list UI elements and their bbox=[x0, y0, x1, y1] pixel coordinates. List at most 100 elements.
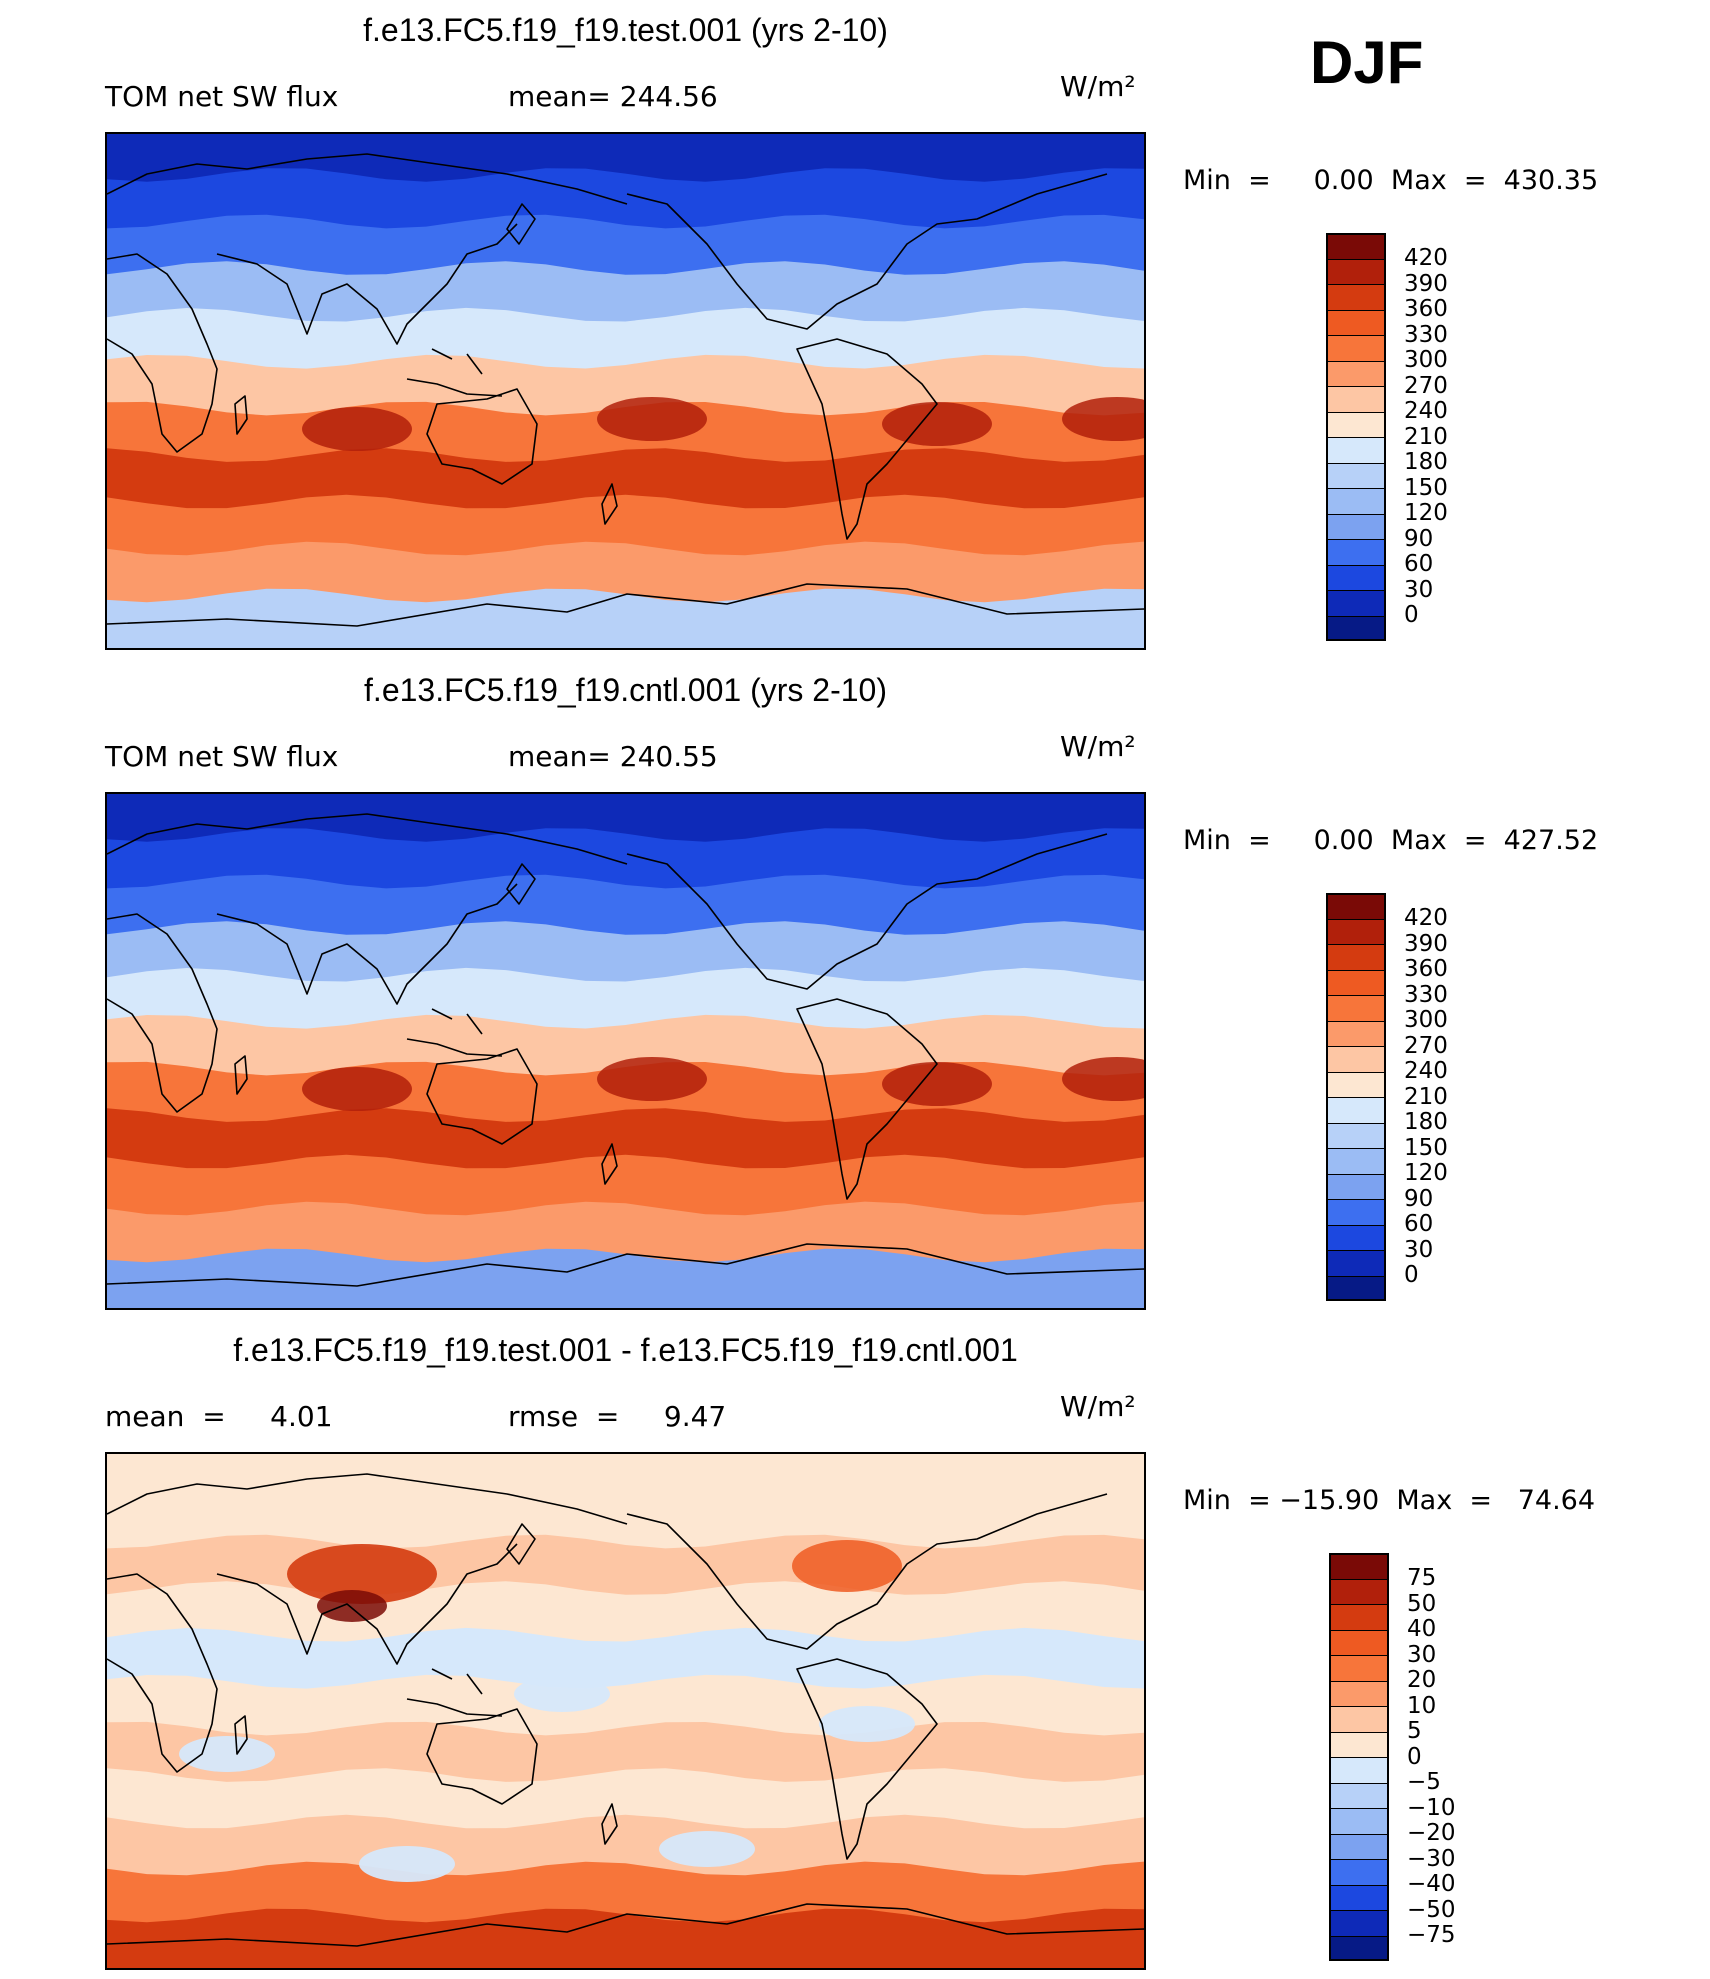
colorbar-tick-label: 240 bbox=[1404, 398, 1448, 424]
colorbar-tick-label: 60 bbox=[1404, 1211, 1434, 1237]
colorbar-swatch bbox=[1326, 1020, 1386, 1046]
colorbar-tick-label: −40 bbox=[1407, 1871, 1456, 1897]
colorbar-swatch bbox=[1326, 1148, 1386, 1174]
colorbar-tick-label: 420 bbox=[1404, 905, 1448, 931]
colorbar-swatch bbox=[1326, 1199, 1386, 1225]
colorbar-swatch bbox=[1329, 1884, 1389, 1910]
colorbar-tick-label: 300 bbox=[1404, 1007, 1448, 1033]
colorbar-swatch bbox=[1329, 1859, 1389, 1885]
colorbar-swatch bbox=[1326, 590, 1386, 616]
colorbar-tick-label: 360 bbox=[1404, 296, 1448, 322]
colorbar-swatch bbox=[1326, 539, 1386, 565]
panel-3-units: W/m² bbox=[1060, 1390, 1136, 1423]
colorbar-swatch bbox=[1326, 335, 1386, 361]
colorbar-tick-label: 50 bbox=[1407, 1590, 1437, 1617]
colorbar-swatch bbox=[1326, 944, 1386, 970]
colorbar-tick-label: 300 bbox=[1404, 347, 1448, 373]
colorbar-tick-label: 270 bbox=[1404, 1032, 1448, 1059]
colorbar-swatch bbox=[1326, 615, 1386, 641]
colorbar-tick-label: 60 bbox=[1404, 551, 1434, 577]
colorbar-tick-label: 40 bbox=[1407, 1616, 1437, 1642]
colorbar-tick-label: 360 bbox=[1404, 956, 1448, 982]
colorbar-swatch bbox=[1326, 488, 1386, 514]
colorbar-tick-label: 10 bbox=[1407, 1692, 1437, 1719]
colorbar-swatch bbox=[1329, 1910, 1389, 1936]
colorbar-swatch bbox=[1329, 1757, 1389, 1783]
colorbar-swatch bbox=[1326, 969, 1386, 995]
colorbar-swatch bbox=[1326, 918, 1386, 944]
colorbar-swatch bbox=[1329, 1833, 1389, 1859]
colorbar-tick-label: −5 bbox=[1407, 1769, 1441, 1795]
colorbar-tick-label: 150 bbox=[1404, 474, 1448, 501]
colorbar-tick-label: −30 bbox=[1407, 1845, 1456, 1872]
colorbar-swatch bbox=[1326, 386, 1386, 412]
panel-1-variable-label: TOM net SW flux bbox=[105, 80, 339, 113]
colorbar-tick-label: −50 bbox=[1407, 1896, 1456, 1923]
panel-2-minmax: Min = 0.00 Max = 427.52 bbox=[1183, 825, 1599, 856]
colorbar-tick-label: −10 bbox=[1407, 1794, 1456, 1821]
panel-1-minmax: Min = 0.00 Max = 430.35 bbox=[1183, 165, 1599, 196]
colorbar-tick-label: 90 bbox=[1404, 525, 1434, 552]
colorbar-swatch bbox=[1326, 1250, 1386, 1276]
panel-3-map bbox=[105, 1452, 1146, 1970]
colorbar-tick-label: 120 bbox=[1404, 500, 1448, 526]
panel-2-title: f.e13.FC5.f19_f19.cntl.001 (yrs 2-10) bbox=[364, 672, 887, 708]
colorbar-swatch bbox=[1329, 1553, 1389, 1579]
colorbar-tick-label: 75 bbox=[1407, 1565, 1437, 1591]
colorbar-tick-label: 210 bbox=[1404, 423, 1448, 450]
colorbar-tick-label: 420 bbox=[1404, 245, 1448, 271]
panel-2-contour-field bbox=[107, 794, 1144, 1308]
colorbar-tick-label: 180 bbox=[1404, 449, 1448, 475]
colorbar-tick-label: 5 bbox=[1407, 1718, 1422, 1744]
panel-1-contour-field bbox=[107, 134, 1144, 648]
colorbar-swatch bbox=[1326, 360, 1386, 386]
colorbar-swatch bbox=[1326, 1224, 1386, 1250]
colorbar-swatch bbox=[1329, 1731, 1389, 1757]
colorbar-tick-label: 30 bbox=[1404, 576, 1434, 603]
colorbar-swatch bbox=[1329, 1655, 1389, 1681]
colorbar-swatch bbox=[1329, 1808, 1389, 1834]
colorbar-swatch bbox=[1329, 1578, 1389, 1604]
colorbar-swatch bbox=[1326, 1097, 1386, 1123]
colorbar-tick-label: 0 bbox=[1404, 1262, 1419, 1288]
colorbar-swatch bbox=[1329, 1935, 1389, 1961]
colorbar-swatch bbox=[1326, 411, 1386, 437]
colorbar-tick-label: 150 bbox=[1404, 1134, 1448, 1161]
colorbar-tick-label: 270 bbox=[1404, 372, 1448, 399]
colorbar-swatch bbox=[1326, 309, 1386, 335]
colorbar-tick-label: 30 bbox=[1404, 1236, 1434, 1263]
colorbar-tick-label: 120 bbox=[1404, 1160, 1448, 1186]
panel-2-map bbox=[105, 792, 1146, 1310]
colorbar-tick-label: −75 bbox=[1407, 1922, 1456, 1948]
colorbar-tick-label: −20 bbox=[1407, 1820, 1456, 1846]
colorbar-swatch bbox=[1326, 437, 1386, 463]
season-label: DJF bbox=[1310, 29, 1424, 96]
colorbar-swatch bbox=[1329, 1782, 1389, 1808]
panel-3-rmse-label: rmse = 9.47 bbox=[508, 1400, 727, 1433]
colorbar-swatch bbox=[1326, 1122, 1386, 1148]
panel-1-mean-label: mean= 244.56 bbox=[508, 80, 718, 113]
colorbar-swatch bbox=[1326, 1173, 1386, 1199]
colorbar-swatch bbox=[1326, 995, 1386, 1021]
colorbar-swatch bbox=[1326, 462, 1386, 488]
colorbar-tick-label: 20 bbox=[1407, 1667, 1437, 1693]
colorbar-tick-label: 30 bbox=[1407, 1641, 1437, 1668]
colorbar-swatch bbox=[1326, 1046, 1386, 1072]
colorbar-swatch bbox=[1326, 564, 1386, 590]
colorbar-tick-label: 0 bbox=[1404, 602, 1419, 628]
panel-1-map bbox=[105, 132, 1146, 650]
colorbar-swatch bbox=[1326, 233, 1386, 259]
colorbar-swatch bbox=[1326, 513, 1386, 539]
panel-2-units: W/m² bbox=[1060, 730, 1136, 763]
colorbar-tick-label: 90 bbox=[1404, 1185, 1434, 1212]
panel-3-mean-label: mean = 4.01 bbox=[105, 1400, 333, 1433]
colorbar-swatch bbox=[1329, 1706, 1389, 1732]
colorbar-tick-label: 330 bbox=[1404, 981, 1448, 1008]
colorbar-tick-label: 390 bbox=[1404, 270, 1448, 297]
panel-3-contour-field bbox=[107, 1454, 1144, 1968]
colorbar-swatch bbox=[1326, 1275, 1386, 1301]
panel-2-variable-label: TOM net SW flux bbox=[105, 740, 339, 773]
panel-2-mean-label: mean= 240.55 bbox=[508, 740, 718, 773]
colorbar-swatch bbox=[1329, 1680, 1389, 1706]
colorbar-tick-label: 390 bbox=[1404, 930, 1448, 957]
